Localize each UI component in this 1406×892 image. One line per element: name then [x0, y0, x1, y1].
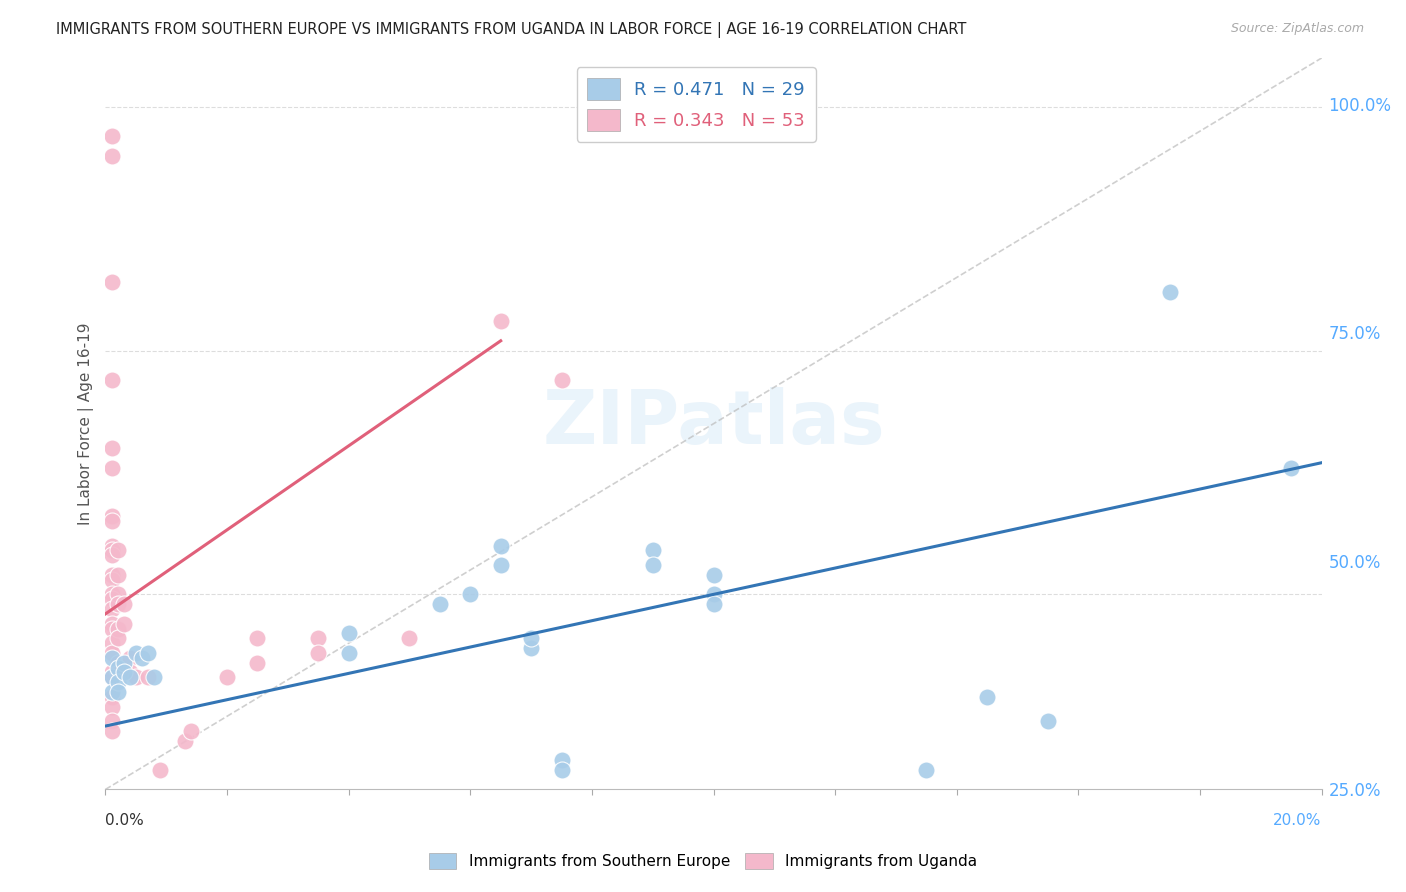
Point — [100, 602, 122, 616]
Point — [100, 148, 122, 162]
Point — [702, 597, 725, 611]
Point — [489, 558, 512, 573]
Point — [337, 646, 360, 660]
Point — [100, 275, 122, 289]
Point — [246, 632, 269, 646]
Point — [246, 656, 269, 670]
Point — [100, 699, 122, 714]
Point — [173, 733, 195, 747]
Point — [429, 597, 451, 611]
Point — [107, 685, 129, 699]
Point — [217, 670, 239, 684]
Point — [107, 665, 129, 680]
Point — [107, 543, 129, 558]
Point — [307, 646, 329, 660]
Point — [398, 632, 420, 646]
Point — [125, 646, 148, 660]
Point — [107, 587, 129, 601]
Point — [149, 763, 172, 777]
Y-axis label: In Labor Force | Age 16-19: In Labor Force | Age 16-19 — [79, 322, 94, 525]
Text: 20.0%: 20.0% — [1274, 814, 1322, 828]
Point — [107, 656, 129, 670]
Point — [112, 597, 135, 611]
Point — [107, 660, 129, 674]
Point — [118, 665, 141, 680]
Point — [915, 763, 938, 777]
Point — [100, 567, 122, 582]
Point — [458, 587, 481, 601]
Point — [136, 670, 159, 684]
Point — [107, 567, 129, 582]
Point — [100, 616, 122, 631]
Point — [131, 650, 153, 665]
Point — [100, 543, 122, 558]
Legend: R = 0.471   N = 29, R = 0.343   N = 53: R = 0.471 N = 29, R = 0.343 N = 53 — [576, 67, 815, 142]
Point — [976, 690, 998, 704]
Point — [107, 675, 129, 690]
Point — [100, 592, 122, 607]
Point — [100, 650, 122, 665]
Point — [793, 812, 815, 826]
Point — [337, 626, 360, 640]
Point — [100, 636, 122, 650]
Point — [641, 543, 664, 558]
Text: 0.0%: 0.0% — [105, 814, 145, 828]
Point — [112, 656, 135, 670]
Point — [100, 460, 122, 475]
Point — [489, 314, 512, 328]
Point — [100, 128, 122, 143]
Point — [100, 646, 122, 660]
Point — [107, 597, 129, 611]
Point — [107, 622, 129, 636]
Point — [100, 622, 122, 636]
Point — [100, 509, 122, 524]
Text: IMMIGRANTS FROM SOUTHERN EUROPE VS IMMIGRANTS FROM UGANDA IN LABOR FORCE | AGE 1: IMMIGRANTS FROM SOUTHERN EUROPE VS IMMIG… — [56, 22, 966, 38]
Point — [100, 690, 122, 704]
Point — [136, 646, 159, 660]
Point — [100, 573, 122, 587]
Point — [702, 567, 725, 582]
Point — [100, 549, 122, 563]
Point — [100, 685, 122, 699]
Point — [143, 670, 166, 684]
Point — [550, 753, 572, 767]
Point — [100, 373, 122, 387]
Point — [489, 539, 512, 553]
Point — [520, 632, 543, 646]
Point — [100, 714, 122, 728]
Point — [100, 514, 122, 528]
Text: Source: ZipAtlas.com: Source: ZipAtlas.com — [1230, 22, 1364, 36]
Point — [100, 587, 122, 601]
Point — [520, 640, 543, 655]
Point — [1159, 285, 1181, 299]
Point — [112, 616, 135, 631]
Point — [118, 650, 141, 665]
Point — [107, 632, 129, 646]
Point — [702, 587, 725, 601]
Point — [100, 670, 122, 684]
Point — [125, 670, 148, 684]
Point — [1036, 714, 1059, 728]
Point — [1279, 460, 1302, 475]
Point — [100, 539, 122, 553]
Point — [100, 670, 122, 684]
Point — [550, 763, 572, 777]
Point — [112, 665, 135, 680]
Legend: Immigrants from Southern Europe, Immigrants from Uganda: Immigrants from Southern Europe, Immigra… — [423, 847, 983, 875]
Point — [118, 670, 141, 684]
Point — [641, 558, 664, 573]
Point — [100, 441, 122, 455]
Point — [100, 723, 122, 738]
Point — [307, 632, 329, 646]
Text: ZIPatlas: ZIPatlas — [543, 387, 884, 460]
Point — [100, 665, 122, 680]
Point — [180, 723, 202, 738]
Point — [550, 373, 572, 387]
